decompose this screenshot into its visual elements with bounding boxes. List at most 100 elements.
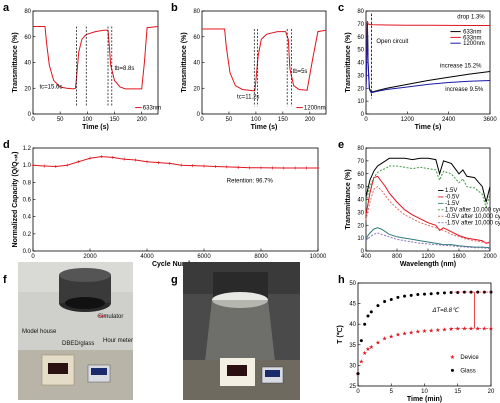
y-tick-label-e-2: 20 — [357, 223, 364, 229]
chart-e: 400 800 1200 1600 2000 0 10 20 30 40 50 60 70 80 Wavel… — [345, 146, 500, 268]
x-tick-label-b-2: 100 — [251, 117, 262, 123]
data-point-h-0-13: ★ — [428, 327, 433, 334]
data-marker-d-1 — [42, 164, 46, 168]
data-point-h-0-5: ★ — [375, 340, 380, 347]
panel-label-h: h — [338, 274, 345, 286]
data-marker-d-12 — [168, 161, 172, 165]
x-tick-label-c-2: 2400 — [442, 117, 456, 123]
x-tick-label-a-0: 0 — [31, 117, 35, 123]
data-marker-d-24 — [305, 166, 309, 170]
data-marker-d-10 — [145, 160, 149, 164]
data-point-h-1-10 — [409, 293, 413, 297]
data-point-h-0-12: ★ — [422, 328, 427, 335]
y-axis-label-c: Transmittance (%) — [345, 32, 352, 92]
x-tick-label-d-4: 8000 — [254, 254, 268, 260]
y-tick-label-a-2: 40 — [24, 61, 31, 67]
legend-label-h-1: Glass — [460, 368, 475, 374]
y-tick-label-c-5: 50 — [357, 48, 364, 54]
data-point-h-1-1 — [359, 339, 363, 343]
model-house-display — [48, 363, 68, 374]
x-axis-label-a: Time (s) — [82, 124, 109, 131]
data-marker-d-14 — [191, 164, 195, 168]
series-line-e-0 — [365, 157, 491, 203]
x-tick-label-a-3: 150 — [110, 117, 121, 123]
data-marker-d-4 — [77, 160, 81, 164]
dbed-glass-label: DBED/glass — [62, 341, 94, 347]
data-point-h-1-16 — [449, 290, 453, 294]
data-point-h-0-19: ★ — [468, 325, 473, 332]
data-marker-d-0 — [31, 163, 35, 167]
data-point-h-0-7: ★ — [389, 334, 394, 341]
series-line-a-0 — [33, 26, 159, 90]
data-point-h-1-17 — [456, 290, 460, 294]
data-point-h-1-7 — [389, 297, 393, 301]
data-marker-d-6 — [99, 155, 103, 159]
x-tick-label-a-2: 100 — [82, 117, 93, 123]
x-tick-label-a-4: 200 — [137, 117, 148, 123]
y-tick-label-d-0: 0.0 — [23, 249, 32, 255]
hour-meter-screen-g — [265, 370, 280, 377]
data-point-h-1-9 — [403, 294, 407, 298]
y-tick-label-c-3: 30 — [357, 73, 364, 79]
y-tick-label-c-0: 0 — [361, 112, 365, 118]
y-tick-label-c-2: 20 — [357, 86, 364, 92]
y-axis-label-h: T (℃) — [336, 325, 344, 344]
chart-c: 0 1200 2400 3600 0 10 20 30 40 50 60 70 80 Time (s) Tr… — [345, 9, 497, 131]
series-line-e-4 — [365, 185, 491, 244]
annotation-tb-a: tb=8.8s — [115, 66, 135, 72]
chart-d: 0 2000 4000 6000 8000 10000 0.0 0.2 0.4 0.6 0.8 1.0… — [12, 146, 327, 268]
simulator-label: Simulator — [98, 314, 123, 320]
panel-label-g: g — [171, 274, 178, 286]
x-axis-label-d: Cycle Number — [152, 261, 199, 268]
hour-meter-screen — [91, 368, 107, 375]
plot-frame-c — [365, 10, 491, 115]
y-tick-label-b-0: 0 — [197, 112, 201, 118]
y-tick-label-d-2: 0.4 — [23, 215, 32, 221]
plot-frame-a — [32, 10, 159, 115]
annotation-open-circuit: Open circuit — [376, 39, 408, 45]
data-point-h-0-17: ★ — [455, 326, 460, 333]
photo-g — [183, 262, 300, 400]
y-tick-label-d-5: 1.0 — [23, 163, 32, 169]
y-tick-label-h-3: 40 — [349, 322, 356, 328]
annotation-retention: Retention: 96.7% — [227, 178, 274, 184]
x-axis-label-e: Wavelength (nm) — [400, 261, 456, 268]
x-tick-label-d-2: 4000 — [140, 254, 154, 260]
simulator-lens — [65, 297, 105, 309]
chart-a: 0 50 100 150 200 0 20 40 60 80 Time (s) Transmittan… — [12, 9, 161, 131]
y-tick-label-c-6: 60 — [357, 35, 364, 41]
legend-label-e-5: -1.5V after 10,000 cycles — [445, 220, 500, 226]
annotation-delta-t: ΔT=8.8℃ — [431, 307, 460, 314]
series-line-b-0 — [202, 28, 327, 92]
data-point-h-1-0 — [356, 372, 360, 376]
model-house-label: Model house — [22, 329, 57, 335]
data-point-h-1-12 — [423, 292, 426, 296]
model-house-display-g — [227, 365, 247, 376]
y-tick-label-d-6: 1.2 — [23, 146, 32, 152]
data-marker-d-16 — [213, 164, 217, 168]
legend-marker-h-0: ★ — [450, 354, 455, 361]
simulator-top — [59, 268, 111, 282]
x-tick-label-d-5: 10000 — [310, 254, 327, 260]
data-marker-d-5 — [88, 156, 92, 160]
data-marker-d-19 — [248, 166, 252, 170]
y-tick-label-e-1: 10 — [357, 236, 364, 242]
data-marker-d-3 — [65, 163, 69, 167]
y-axis-label-b: Transmittance (%) — [181, 32, 188, 92]
legend-label-e-4: -0.5V after 10,000 cycles — [445, 214, 500, 220]
data-point-h-0-15: ★ — [442, 327, 447, 334]
y-tick-label-e-3: 30 — [357, 210, 364, 216]
data-marker-d-25 — [316, 166, 320, 170]
y-tick-label-h-0: 25 — [349, 384, 356, 390]
series-line-c-2 — [365, 23, 491, 94]
data-marker-d-11 — [156, 161, 160, 165]
series-line-c-1 — [365, 21, 490, 89]
series-line-e-1 — [365, 175, 491, 244]
x-tick-label-e-2: 1200 — [421, 254, 435, 260]
y-tick-label-e-4: 40 — [357, 198, 364, 204]
data-point-h-1-19 — [469, 290, 473, 294]
series-line-d-0 — [32, 156, 318, 169]
data-point-h-1-11 — [416, 293, 420, 297]
y-tick-label-e-0: 0 — [361, 249, 365, 255]
